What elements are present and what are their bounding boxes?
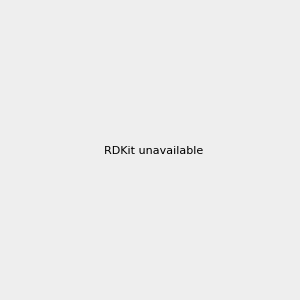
Text: RDKit unavailable: RDKit unavailable <box>104 146 203 157</box>
